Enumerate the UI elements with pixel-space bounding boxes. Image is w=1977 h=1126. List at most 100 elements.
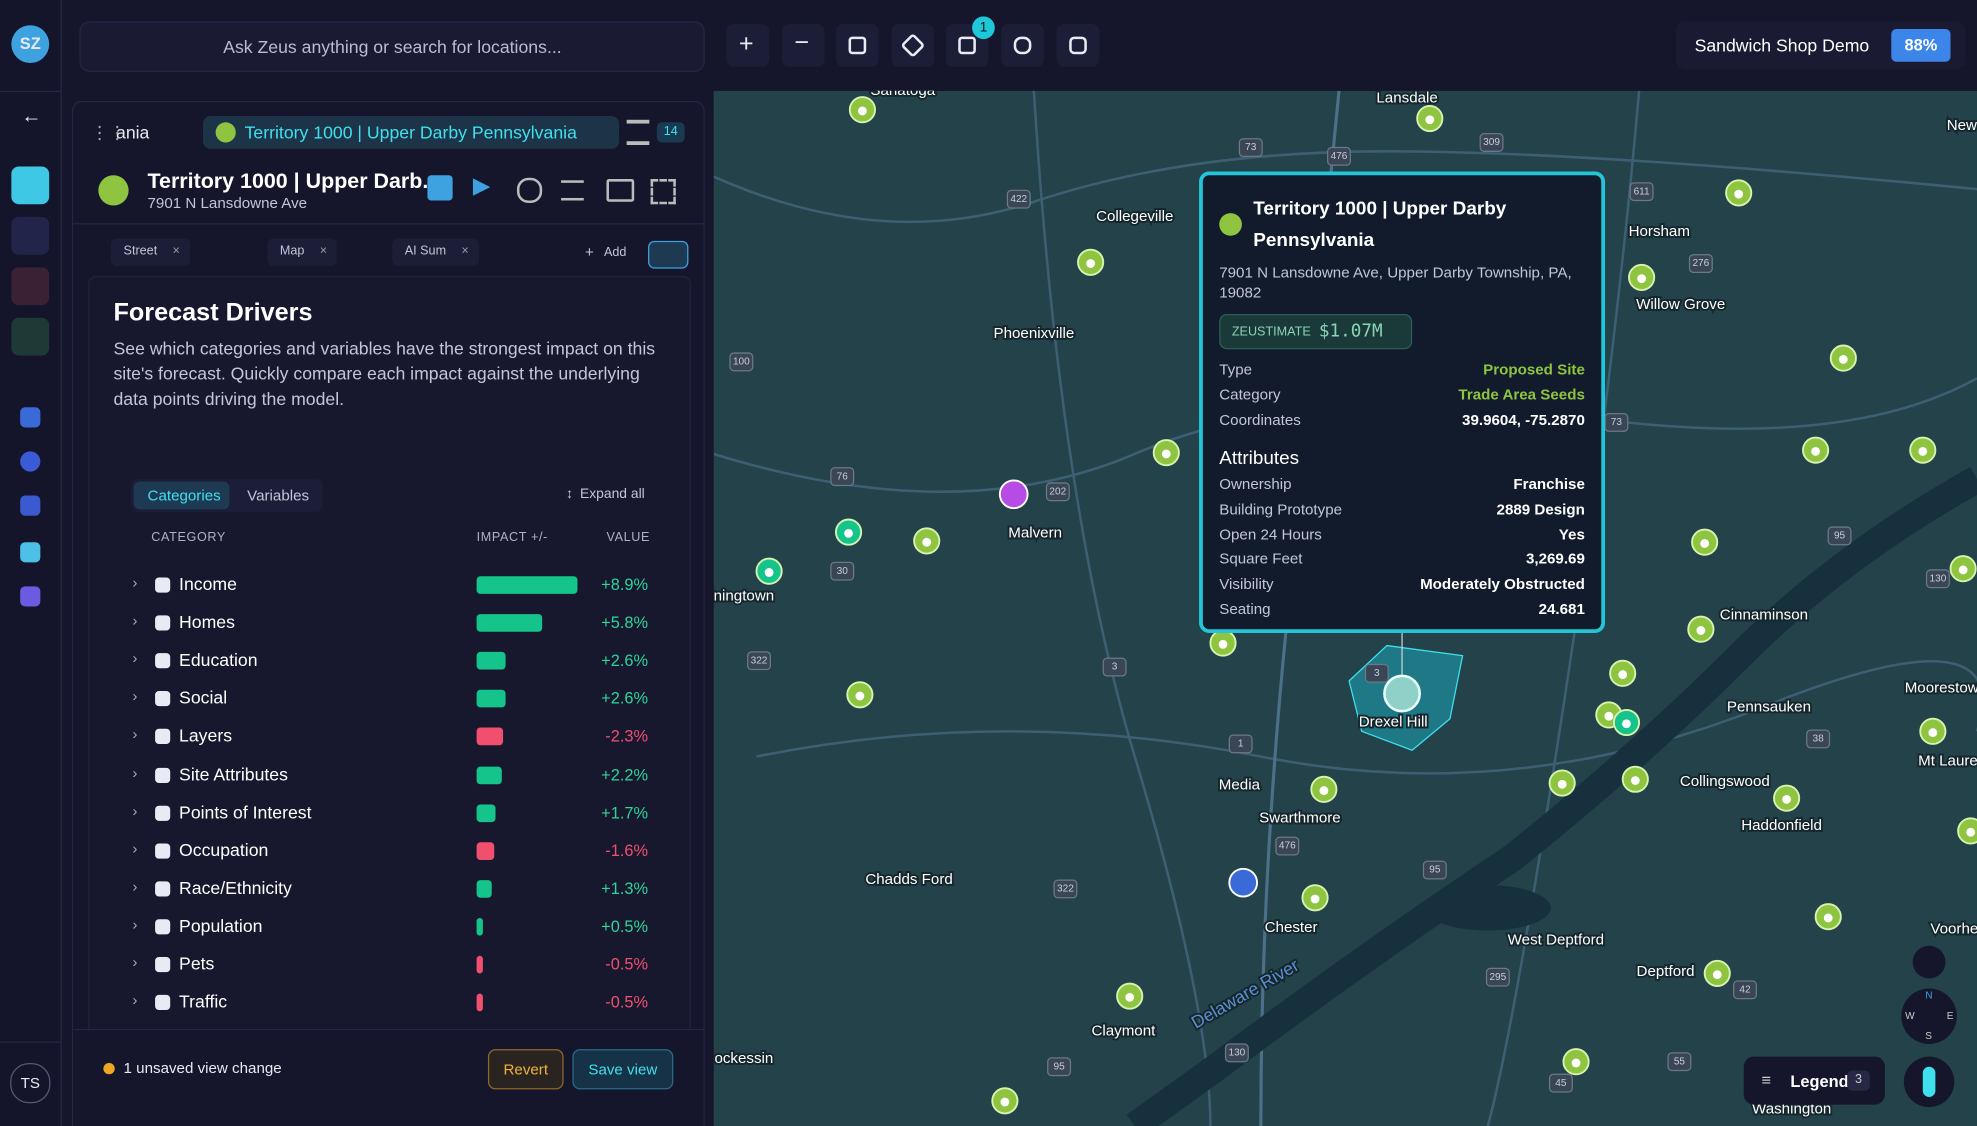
pitch-control[interactable] xyxy=(1912,945,1946,979)
road-number: 322 xyxy=(751,655,768,666)
fullscreen-button[interactable] xyxy=(650,179,676,205)
road-number: 38 xyxy=(1813,734,1825,745)
street-view[interactable] xyxy=(1903,1056,1955,1108)
unsaved-status: 1 unsaved view change xyxy=(123,1059,282,1077)
road-number: 322 xyxy=(1057,884,1074,895)
layers[interactable] xyxy=(891,23,935,67)
filter-chip[interactable]: AI SumAI Sum× xyxy=(392,238,479,267)
impact-bar xyxy=(476,993,483,1012)
list-icon[interactable] xyxy=(626,119,650,146)
zoom-in[interactable]: + xyxy=(726,23,770,67)
driver-row[interactable]: › Points of Interest +1.7% xyxy=(73,798,703,828)
screenshot[interactable] xyxy=(1056,23,1100,67)
history-button[interactable] xyxy=(516,177,543,204)
row-icon xyxy=(155,615,171,631)
user-avatar[interactable]: TS xyxy=(10,1062,51,1104)
driver-row[interactable]: › Traffic -0.5% xyxy=(73,987,703,1017)
nav-chat[interactable] xyxy=(20,586,41,607)
driver-row[interactable]: › Pets -0.5% xyxy=(73,949,703,979)
marker-glyph xyxy=(1966,827,1976,837)
revert-button[interactable]: Revert xyxy=(487,1049,564,1090)
row-name: Points of Interest xyxy=(179,801,312,822)
toggle-option[interactable]: Categories xyxy=(147,486,221,505)
notification-badge: 1 xyxy=(972,16,995,40)
row-name: Homes xyxy=(179,611,235,632)
nav-people[interactable] xyxy=(11,216,50,255)
place-label: Pennsauken xyxy=(1727,698,1811,715)
expand-all[interactable]: Expand all xyxy=(579,486,645,502)
marker-glyph xyxy=(1838,354,1848,364)
nav-compass[interactable] xyxy=(20,451,41,472)
drag-handle[interactable]: ⋮⋮ xyxy=(90,122,127,143)
place-label: West Deptford xyxy=(1508,932,1604,949)
compass[interactable]: N W E S xyxy=(1901,988,1957,1045)
chip-remove[interactable]: × xyxy=(172,244,180,259)
driver-row[interactable]: › Occupation -1.6% xyxy=(73,836,703,866)
map-style[interactable] xyxy=(835,23,879,67)
like-marker[interactable] xyxy=(1228,867,1259,898)
tab-active[interactable]: Territory 1000 | Upper Darby Pennsylvani… xyxy=(202,116,620,149)
selected-site[interactable] xyxy=(1383,674,1421,713)
impact-bar xyxy=(476,917,483,936)
compass-s: S xyxy=(1925,1030,1933,1042)
nav-pins[interactable] xyxy=(11,267,50,306)
play-button[interactable]: ▶ xyxy=(472,172,491,198)
driver-row[interactable]: › Education +2.6% xyxy=(73,646,703,676)
nav-apple[interactable] xyxy=(11,317,50,356)
attributes-title: Attributes xyxy=(1219,447,1300,470)
place-label: Willow Grove xyxy=(1636,296,1725,313)
chip-remove[interactable]: × xyxy=(319,244,328,259)
road-shield xyxy=(729,352,754,372)
row-icon xyxy=(155,843,171,859)
row-value: 2889 Design xyxy=(1496,500,1585,518)
grid-button[interactable] xyxy=(427,175,453,201)
edit-button[interactable] xyxy=(648,240,689,269)
popup-row: Square Feet 3,269.69 xyxy=(1219,550,1585,573)
logo[interactable]: SZ xyxy=(11,25,50,64)
row-icon xyxy=(155,577,171,593)
filter-chip[interactable]: MapMap× xyxy=(267,238,338,267)
section-card xyxy=(88,276,691,1126)
toggle-option[interactable]: Variables xyxy=(247,486,310,505)
nav-like[interactable] xyxy=(20,542,41,563)
search-box[interactable]: Ask Zeus anything or search for location… xyxy=(79,21,705,72)
marker-glyph xyxy=(1319,786,1329,796)
road-shield xyxy=(1479,133,1504,152)
driver-row[interactable]: › Layers -2.3% xyxy=(73,722,703,752)
back-arrow[interactable]: ← xyxy=(21,105,42,128)
place-label: Horsham xyxy=(1629,223,1690,240)
impact-value: +0.5% xyxy=(601,916,649,936)
road-shield xyxy=(1275,836,1300,856)
zoom-out[interactable]: − xyxy=(781,23,825,67)
driver-row[interactable]: › Income +8.9% xyxy=(73,570,703,600)
comment-button[interactable] xyxy=(606,179,635,202)
marker-glyph xyxy=(858,106,867,116)
site-icon xyxy=(1219,213,1242,236)
driver-row[interactable]: › Site Attributes +2.2% xyxy=(73,760,703,790)
chip-remove[interactable]: × xyxy=(461,244,469,259)
road-number: 55 xyxy=(1674,1056,1686,1067)
driver-row[interactable]: › Social +2.6% xyxy=(73,684,703,714)
place-label: Moorestow xyxy=(1905,679,1977,696)
drive-time[interactable] xyxy=(1001,23,1044,67)
settings-button[interactable] xyxy=(561,180,584,201)
save-button[interactable]: Save view xyxy=(572,1049,674,1090)
driver-row[interactable]: › Race/Ethnicity +1.3% xyxy=(73,874,703,904)
progress-badge: 88% xyxy=(1891,29,1951,62)
tool-marker[interactable] xyxy=(998,479,1029,510)
tab[interactable]: ania xyxy=(115,122,150,143)
tab-label: Territory 1000 | Upper Darby Pennsylvani… xyxy=(244,122,577,143)
chevron: › xyxy=(132,839,138,858)
divider xyxy=(0,1041,61,1043)
chip-label: AI Sum xyxy=(404,244,447,259)
driver-row[interactable]: › Population +0.5% xyxy=(73,912,703,942)
nav-learn[interactable] xyxy=(20,495,41,516)
project-box[interactable]: Sandwich Shop Demo 88% xyxy=(1675,21,1966,70)
legend-button[interactable]: ≡ Legend 3 xyxy=(1743,1056,1885,1105)
filter-chip[interactable]: StreetStreet× xyxy=(110,238,190,267)
nav-location[interactable] xyxy=(11,166,50,205)
row-key: Type xyxy=(1219,360,1253,379)
driver-row[interactable]: › Homes +5.8% xyxy=(73,608,703,638)
add-button[interactable]: Add xyxy=(603,245,627,260)
nav-rocket[interactable] xyxy=(20,407,41,428)
